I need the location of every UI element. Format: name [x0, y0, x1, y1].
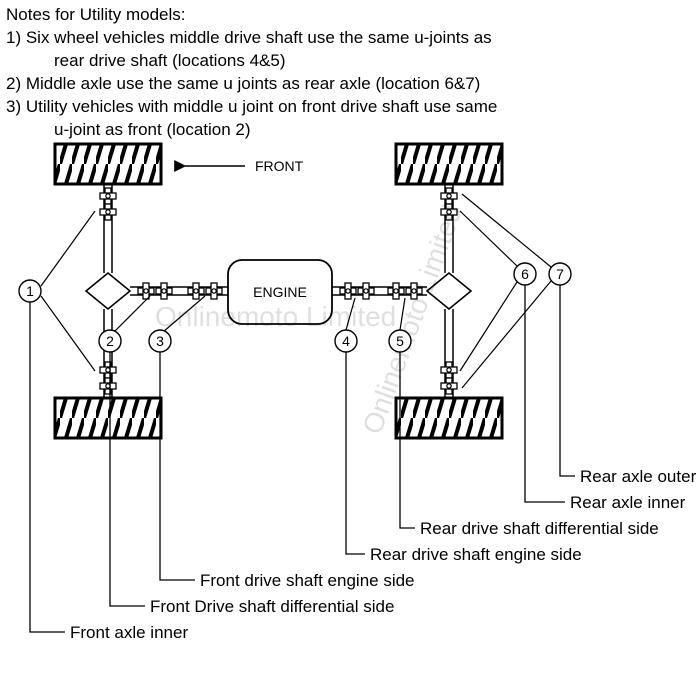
note-2: 2) Middle axle use the same u joints as …	[6, 73, 692, 96]
schematic: ENGINE	[55, 144, 502, 438]
engine-label: ENGINE	[253, 284, 307, 300]
watermark: Onlinemoto Limited	[155, 301, 396, 332]
label-front-shaft-diff: Front Drive shaft differential side	[150, 597, 394, 616]
label-rear-axle-outer: Rear axle outer	[580, 467, 697, 486]
svg-text:7: 7	[556, 266, 564, 282]
label-rear-shaft-engine: Rear drive shaft engine side	[370, 545, 582, 564]
label-front-shaft-engine: Front drive shaft engine side	[200, 571, 415, 590]
svg-text:1: 1	[26, 283, 34, 299]
front-axle-ujoint-top	[100, 188, 116, 204]
front-drive-shaft	[130, 283, 228, 299]
label-front-axle-inner: Front axle inner	[70, 623, 188, 642]
notes-block: Notes for Utility models: 1) Six wheel v…	[0, 0, 700, 142]
leader-labels: Rear axle outer Rear axle inner Rear dri…	[70, 467, 697, 642]
svg-text:6: 6	[521, 266, 529, 282]
notes-title: Notes for Utility models:	[6, 4, 692, 27]
front-differential	[86, 273, 130, 309]
note-3-line-a: 3) Utility vehicles with middle u joint …	[6, 96, 692, 119]
drivetrain-diagram: ENGINE	[0, 136, 700, 696]
note-1-line-b: rear drive shaft (locations 4&5)	[6, 50, 692, 73]
svg-text:3: 3	[156, 333, 164, 349]
svg-text:5: 5	[396, 333, 404, 349]
label-rear-shaft-diff: Rear drive shaft differential side	[420, 519, 659, 538]
note-1-line-a: 1) Six wheel vehicles middle drive shaft…	[6, 27, 692, 50]
svg-text:2: 2	[106, 333, 114, 349]
front-direction-label: FRONT	[255, 158, 304, 174]
label-rear-axle-inner: Rear axle inner	[570, 493, 686, 512]
svg-text:4: 4	[342, 333, 350, 349]
